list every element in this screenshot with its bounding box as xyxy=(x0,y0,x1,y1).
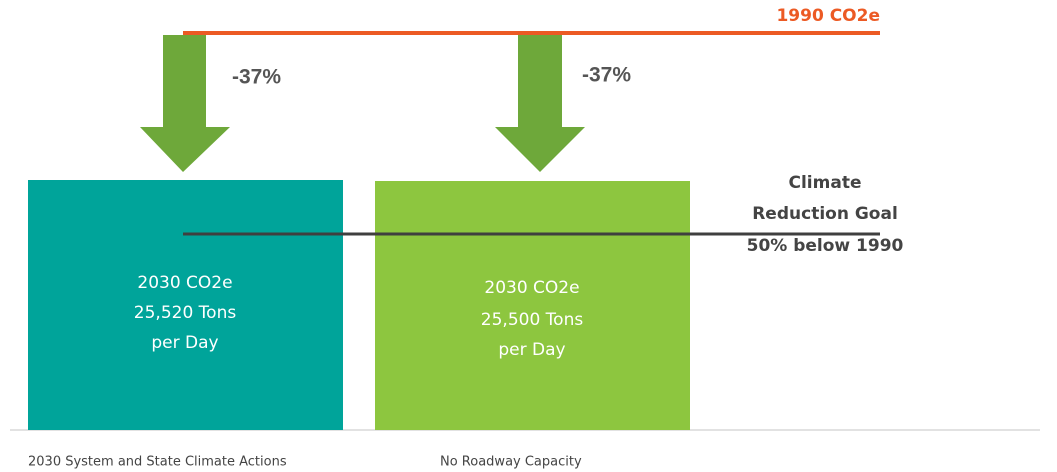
bar xyxy=(375,181,690,430)
bar-text: per Day xyxy=(151,333,218,353)
arrow-label: -37% xyxy=(582,64,631,87)
goal-text: Climate xyxy=(789,173,862,193)
arrow-label: -37% xyxy=(232,66,281,89)
arrow xyxy=(495,35,585,172)
goal-text: Reduction Goal xyxy=(752,204,898,224)
bar-text: 2030 CO2e xyxy=(137,273,232,293)
bar-text: 25,520 Tons xyxy=(134,303,237,323)
bar-text: per Day xyxy=(498,340,565,360)
category-label: 2030 System and State Climate Actions xyxy=(28,455,287,470)
bar xyxy=(28,180,343,430)
reference-label: 1990 CO2e xyxy=(776,6,880,26)
goal-text: 50% below 1990 xyxy=(747,236,904,256)
arrow xyxy=(140,35,230,172)
bar-text: 25,500 Tons xyxy=(481,310,584,330)
bar-text: 2030 CO2e xyxy=(484,278,579,298)
category-label: No Roadway Capacity xyxy=(440,455,582,470)
